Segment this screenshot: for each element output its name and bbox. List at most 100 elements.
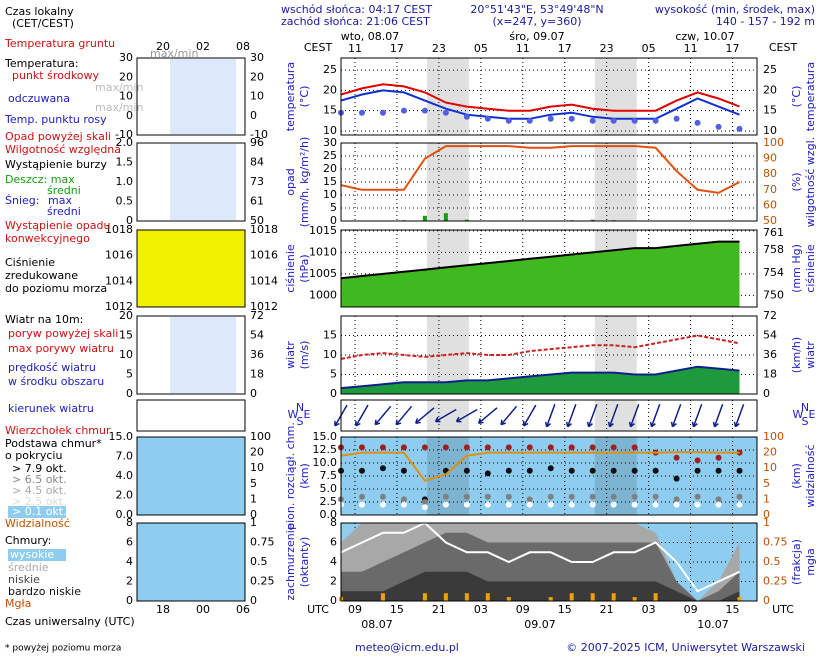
compass-left: W [288, 408, 299, 421]
wind-arrow [586, 403, 598, 428]
axis-label: (°C) [790, 86, 803, 108]
y2-tick-label: 100 [763, 136, 784, 149]
mini-tick-label: 0 [250, 387, 257, 400]
y-tick-label: 4 [330, 555, 337, 568]
series-dot [358, 444, 365, 451]
compass-right: S [802, 415, 809, 428]
series-line [340, 145, 740, 194]
series-line [340, 521, 740, 593]
compass-right: E [809, 408, 816, 421]
series-dot [673, 115, 680, 122]
utc-tick-label: 09 [684, 603, 698, 616]
series-dot [568, 444, 575, 451]
email[interactable]: meteo@icm.edu.pl [355, 641, 459, 654]
series-dot [547, 444, 554, 451]
bottom-date: 10.07 [697, 618, 729, 631]
night-band [594, 58, 637, 135]
series-dot [400, 501, 407, 508]
mini-tick-label: 1012 [105, 300, 133, 313]
y-tick-label: 1010 [309, 245, 337, 258]
utc-tick-label: 03 [474, 603, 488, 616]
mini-tick-label: 1.0 [116, 175, 134, 188]
top-date: wto, 08.07 [341, 30, 400, 43]
series-dot [463, 493, 470, 500]
y-tick-label: 10 [323, 188, 337, 201]
mini-tick-label: 20 [119, 309, 133, 322]
series-dot [484, 501, 491, 508]
series-dot [715, 467, 722, 474]
axis-label: opad [284, 168, 297, 195]
mini-top-tick: 08 [236, 40, 250, 53]
legend-text: Widzialność [5, 517, 70, 530]
series-dot [526, 444, 533, 451]
series-dot [694, 457, 701, 464]
axis-label: (°C) [298, 86, 311, 108]
series-dot [631, 117, 638, 124]
legend-text: Opad powyżej skali [5, 130, 111, 143]
wind-arrow [522, 404, 537, 427]
legend-text: Temperatura gruntu [4, 37, 115, 50]
series-dot [400, 496, 407, 503]
series-dot [589, 493, 596, 500]
footnote: * powyżej poziomu morza [5, 644, 121, 654]
legend-text: odczuwana [8, 92, 70, 105]
legend-text: poryw powyżej skali [8, 327, 118, 340]
series-area-edge [340, 365, 740, 390]
legend-text: Wystąpienie opadu [5, 219, 110, 232]
y-tick-label: 20 [323, 162, 337, 175]
panel-frame [340, 229, 758, 308]
mini-tick-label: 73 [250, 175, 264, 188]
series-dot [610, 467, 617, 474]
series-bar [422, 593, 427, 601]
utc-tick-label: 03 [642, 603, 656, 616]
mini-tick-label: -10 [250, 128, 268, 141]
y-tick-label: 5.0 [320, 482, 338, 495]
axis-label: (km/h) [790, 337, 803, 373]
wind-arrow [434, 408, 457, 423]
cest-tick-label: 11 [684, 42, 698, 55]
wind-arrow [628, 403, 640, 428]
mini-tick-label: 1.5 [116, 156, 134, 169]
series-bar [653, 593, 658, 601]
series-dot [547, 115, 554, 122]
series-dot [379, 493, 386, 500]
axis-label: (m/s) [298, 341, 311, 370]
series-dot [421, 504, 428, 511]
wind-arrow [733, 403, 745, 428]
series-bar [506, 597, 511, 601]
series-area-edge [340, 240, 740, 280]
series-dot [505, 493, 512, 500]
series-line [340, 83, 740, 112]
mini-tick-label: 5 [126, 368, 133, 381]
mini-tick-label: 0.25 [250, 575, 275, 588]
cest-label: CEST [769, 41, 798, 54]
mini-tick-label: 20 [119, 70, 133, 83]
wind-arrow [477, 407, 498, 424]
series-dot [358, 493, 365, 500]
mini-highlight [170, 59, 236, 134]
axis-label: (km) [298, 463, 311, 489]
series-bar [590, 219, 595, 221]
mini-tick-label: 84 [250, 156, 264, 169]
axis-label: zachmurzenie [284, 523, 297, 600]
series-dot [421, 499, 428, 505]
wind-arrow [455, 408, 478, 423]
series-dot [631, 467, 638, 474]
mini-tick-label: 10 [119, 90, 133, 103]
series-dot [358, 501, 365, 508]
utc-tick-label: 15 [390, 603, 404, 616]
y2-tick-label: 5 [763, 477, 770, 490]
y2-tick-label: 0.75 [763, 536, 788, 549]
mini-tick-label: 30 [250, 51, 264, 64]
series-dot [505, 117, 512, 124]
series-dot [610, 444, 617, 451]
y-tick-label: 0 [330, 594, 337, 607]
wind-arrow [374, 405, 392, 426]
series-dot [442, 109, 449, 116]
utc-tick-label: 15 [558, 603, 572, 616]
series-dot [526, 117, 533, 124]
mini-panel [136, 436, 246, 516]
series-area [341, 571, 740, 601]
mini-tick-label: 30 [119, 51, 133, 64]
y-tick-label: 2.5 [320, 495, 338, 508]
